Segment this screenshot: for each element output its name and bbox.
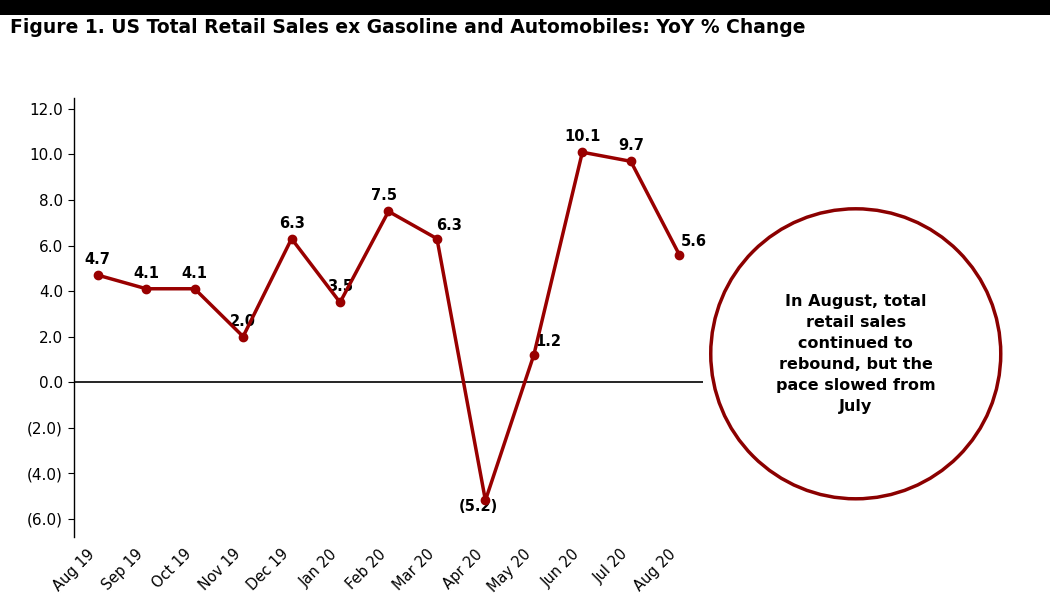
Text: 4.1: 4.1 [182, 266, 208, 281]
Text: 2.0: 2.0 [230, 314, 256, 329]
Text: 6.3: 6.3 [436, 218, 462, 233]
Text: Figure 1. US Total Retail Sales ex Gasoline and Automobiles: YoY % Change: Figure 1. US Total Retail Sales ex Gasol… [10, 18, 806, 37]
Text: 5.6: 5.6 [680, 234, 707, 249]
Text: 9.7: 9.7 [617, 138, 644, 153]
Text: 4.7: 4.7 [85, 252, 110, 267]
Text: 4.1: 4.1 [133, 266, 160, 281]
Text: 3.5: 3.5 [327, 279, 353, 295]
Text: 7.5: 7.5 [371, 188, 397, 203]
Text: 1.2: 1.2 [536, 334, 562, 349]
Text: 6.3: 6.3 [278, 216, 304, 231]
Text: In August, total
retail sales
continued to
rebound, but the
pace slowed from
Jul: In August, total retail sales continued … [776, 294, 936, 414]
Text: 10.1: 10.1 [564, 129, 601, 144]
Text: (5.2): (5.2) [459, 499, 498, 514]
